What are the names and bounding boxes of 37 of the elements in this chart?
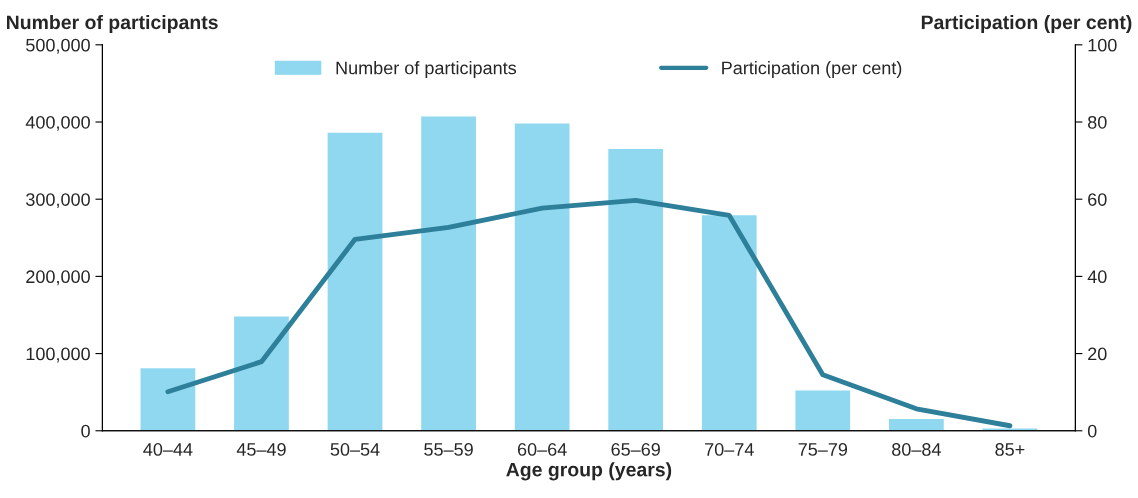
y2-tick-label: 60	[1088, 193, 1107, 206]
y-tick-label: 300,000	[26, 193, 90, 209]
x-tick-label: 40–44	[143, 443, 193, 456]
bar	[513, 122, 571, 431]
y-tick-label: 500,000	[26, 38, 90, 54]
y2-tick-label: 80	[1088, 115, 1107, 129]
x-axis-title: Age group (years)	[506, 462, 672, 481]
legend-label: Participation (per cent)	[722, 61, 902, 78]
y2-tick-label: 0	[1087, 424, 1097, 438]
x-tick-label: 55–59	[424, 443, 473, 456]
line-series	[165, 197, 1013, 429]
bar	[606, 147, 665, 431]
x-tick-label: 65–69	[611, 443, 660, 456]
x-tick-label: 45–49	[236, 443, 286, 456]
x-tick-label: 85+	[995, 443, 1025, 456]
y-tick-label: 400,000	[25, 115, 90, 131]
bar	[419, 115, 478, 431]
x-tick-label: 75–79	[798, 443, 848, 456]
x-tick-label: 50–54	[330, 443, 380, 456]
bar	[794, 389, 852, 431]
x-tick-label: 80–84	[892, 443, 941, 456]
y-tick-label: 0	[81, 424, 90, 438]
bar	[139, 366, 197, 431]
legend-label: Number of participants	[336, 61, 517, 78]
bar	[887, 417, 946, 431]
y-axis-title: Number of participants	[6, 14, 218, 34]
x-tick-label: 60–64	[517, 443, 567, 456]
y2-tick-label: 100	[1088, 38, 1117, 52]
x-tick-label: 70–74	[705, 443, 754, 456]
bar	[700, 213, 759, 431]
y2-axis-title: Participation (per cent)	[921, 14, 1132, 34]
y-tick-label: 200,000	[26, 270, 90, 286]
y2-tick-label: 40	[1087, 270, 1107, 284]
bar	[232, 315, 291, 431]
y-tick-label: 100,000	[26, 347, 90, 363]
bar	[326, 131, 384, 431]
y2-tick-label: 20	[1088, 347, 1107, 361]
